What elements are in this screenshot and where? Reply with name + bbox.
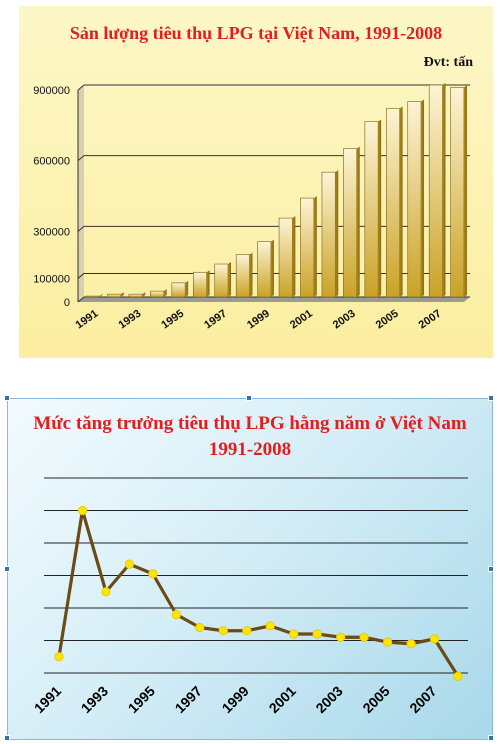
line-point (148, 569, 158, 579)
line-point (171, 609, 181, 620)
line-x-tick-label: 1991 (31, 683, 64, 716)
bar-side (99, 294, 103, 297)
bar-grid-line (77, 84, 85, 91)
resize-handle-bottom-left[interactable] (4, 735, 10, 741)
bar-side (228, 262, 232, 297)
line-x-tick-label: 2001 (265, 683, 298, 716)
bar-side (270, 239, 274, 297)
bar-y-tick-label: 300000 (33, 226, 70, 238)
bar-grid-line (77, 155, 85, 162)
bar-side (442, 83, 446, 297)
line-x-tick-label: 1997 (172, 683, 205, 716)
bar-side (249, 252, 253, 297)
line-x-tick-label: 2007 (406, 683, 439, 716)
bar-grid-line (77, 273, 85, 279)
resize-handle-top-middle[interactable] (246, 395, 252, 401)
bar-side (292, 216, 296, 297)
bar-side (421, 99, 425, 297)
line-x-tick-label: 1999 (219, 683, 252, 716)
line-point (101, 587, 111, 597)
line-point (382, 637, 393, 647)
line-point (429, 634, 440, 644)
bar-y-tick-label: 100000 (33, 273, 70, 285)
bar-side (335, 170, 339, 297)
bar (171, 282, 186, 298)
line-point (289, 629, 299, 639)
bar-side (185, 280, 189, 297)
bar-side (378, 119, 382, 297)
bar-y-tick-label: 900000 (33, 85, 70, 97)
bar-chart-unit-label: Đvt: tấn (423, 55, 473, 70)
line-point (406, 639, 416, 649)
line-point (265, 621, 275, 631)
line-x-tick-label: 2005 (359, 683, 392, 716)
bar (214, 263, 229, 298)
bar-side (142, 292, 146, 297)
bar-chart-side-wall (78, 85, 84, 302)
line-point (242, 626, 252, 636)
bar-side (313, 196, 317, 297)
bar (128, 293, 143, 298)
line-x-tick-label: 2003 (312, 683, 345, 716)
resize-handle-top-left[interactable] (4, 395, 10, 401)
bar-side (463, 85, 467, 297)
bar-side (399, 106, 403, 297)
bar-y-tick-label: 600000 (33, 156, 70, 168)
line-point (54, 652, 64, 662)
bar-side (206, 270, 210, 297)
bar-side (356, 146, 360, 297)
bar-side (120, 292, 124, 297)
line-point (77, 505, 88, 516)
line-point (195, 622, 205, 633)
line-x-tick-label: 1995 (125, 683, 158, 716)
bar-grid-line (77, 225, 85, 232)
resize-handle-middle-right[interactable] (488, 566, 494, 572)
line-x-tick-label: 1993 (78, 683, 111, 716)
bar-chart-floor (78, 297, 470, 302)
resize-handle-middle-left[interactable] (4, 566, 10, 572)
line-point (312, 629, 322, 639)
bar-y-tick-label: 0 (64, 297, 70, 309)
line-chart-subtitle: 1991-2008 (208, 439, 292, 460)
line-point (453, 671, 463, 681)
line-point (124, 559, 135, 569)
bar-grid-line (77, 296, 85, 303)
bar-side (163, 289, 167, 297)
resize-handle-top-right[interactable] (488, 395, 494, 401)
line-chart-title: Mức tăng trưởng tiêu thụ LPG hằng năm ở … (33, 413, 467, 434)
resize-handle-bottom-right[interactable] (488, 735, 494, 741)
line-series (57, 508, 460, 678)
line-point (218, 626, 228, 636)
line-point (359, 632, 369, 642)
line-point (336, 632, 346, 642)
bar-chart-title: Sản lượng tiêu thụ LPG tại Việt Nam, 199… (69, 23, 443, 43)
line-chart-panel: Mức tăng trưởng tiêu thụ LPG hằng năm ở … (7, 398, 493, 740)
